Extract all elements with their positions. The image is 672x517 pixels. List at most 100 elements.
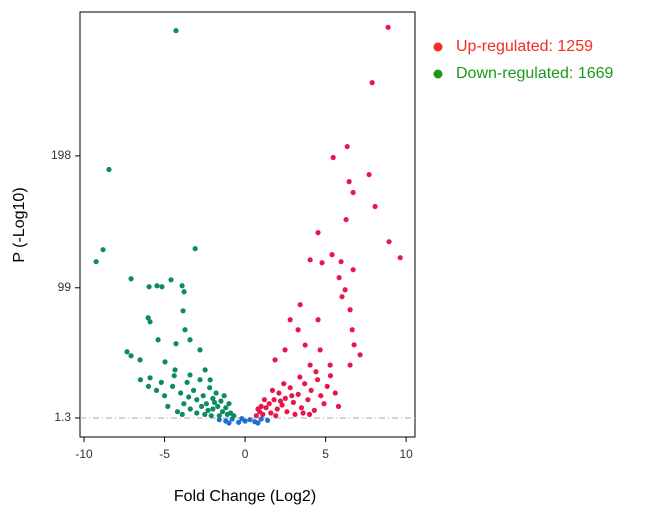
point — [173, 341, 179, 347]
point — [265, 417, 271, 423]
point — [350, 189, 356, 196]
point — [287, 385, 293, 391]
legend-label: Down-regulated: 1669 — [456, 65, 614, 82]
point — [239, 416, 245, 422]
x-tick-label: 0 — [242, 447, 249, 461]
point — [273, 413, 279, 419]
point — [128, 353, 134, 359]
point — [187, 337, 193, 343]
point — [327, 362, 333, 368]
point — [289, 393, 295, 399]
point — [343, 216, 349, 223]
point — [308, 387, 314, 393]
point — [255, 406, 261, 412]
point — [272, 357, 278, 363]
point — [330, 154, 336, 161]
point — [313, 369, 319, 375]
point — [314, 377, 321, 383]
point — [315, 317, 321, 323]
point — [258, 416, 264, 422]
point — [351, 342, 357, 348]
point — [269, 387, 276, 393]
point — [295, 391, 301, 397]
point — [219, 409, 226, 415]
point — [137, 357, 143, 363]
point — [321, 401, 327, 407]
point — [210, 406, 216, 412]
point — [307, 257, 313, 263]
point — [276, 390, 282, 396]
point — [202, 367, 208, 373]
point — [386, 239, 392, 245]
point — [155, 337, 161, 343]
point — [162, 359, 168, 365]
point — [208, 413, 214, 419]
point — [307, 362, 313, 368]
legend-label: Up-regulated: 1259 — [456, 38, 593, 55]
point — [397, 255, 403, 261]
point — [197, 347, 203, 353]
point — [339, 294, 345, 300]
point — [253, 413, 259, 419]
point — [200, 393, 206, 399]
point — [255, 420, 261, 426]
point — [297, 302, 303, 308]
point — [315, 230, 321, 236]
point — [342, 287, 348, 293]
point — [231, 413, 237, 419]
point — [263, 405, 269, 411]
point — [268, 410, 274, 416]
point — [182, 327, 188, 333]
point — [318, 393, 324, 399]
point — [260, 411, 266, 417]
point — [298, 405, 305, 411]
point — [218, 398, 224, 404]
point — [282, 347, 288, 353]
point — [181, 289, 187, 295]
point — [226, 401, 232, 407]
point — [192, 246, 198, 252]
point — [284, 409, 290, 415]
point — [210, 395, 216, 401]
point — [223, 405, 229, 411]
point — [347, 307, 353, 313]
point — [329, 252, 335, 258]
legend-marker — [433, 42, 443, 52]
point — [221, 393, 227, 399]
point — [300, 410, 306, 416]
point — [194, 410, 200, 416]
point — [207, 377, 213, 383]
point — [179, 283, 185, 289]
x-tick-label: -5 — [159, 447, 170, 461]
point — [106, 166, 112, 173]
x-tick-label: 5 — [322, 447, 329, 461]
point — [179, 411, 185, 417]
point — [205, 407, 211, 413]
point — [128, 276, 134, 282]
point — [153, 387, 160, 393]
point — [327, 373, 334, 379]
point — [266, 401, 272, 407]
point — [292, 411, 298, 417]
point — [290, 399, 297, 405]
point — [207, 385, 213, 391]
point — [332, 390, 338, 396]
point — [147, 375, 153, 381]
point — [93, 259, 99, 265]
point — [302, 342, 308, 348]
point — [226, 420, 232, 426]
point — [154, 283, 160, 289]
point — [287, 317, 293, 323]
point — [190, 387, 197, 393]
y-axis-label: P (-Log10) — [11, 187, 28, 262]
y-tick-label: 198 — [51, 148, 71, 162]
point — [170, 383, 176, 389]
point — [187, 372, 193, 378]
point — [213, 390, 219, 396]
point — [178, 390, 184, 396]
point — [168, 277, 174, 283]
point — [319, 260, 325, 266]
point — [145, 383, 152, 389]
x-tick-label: -10 — [75, 447, 93, 461]
